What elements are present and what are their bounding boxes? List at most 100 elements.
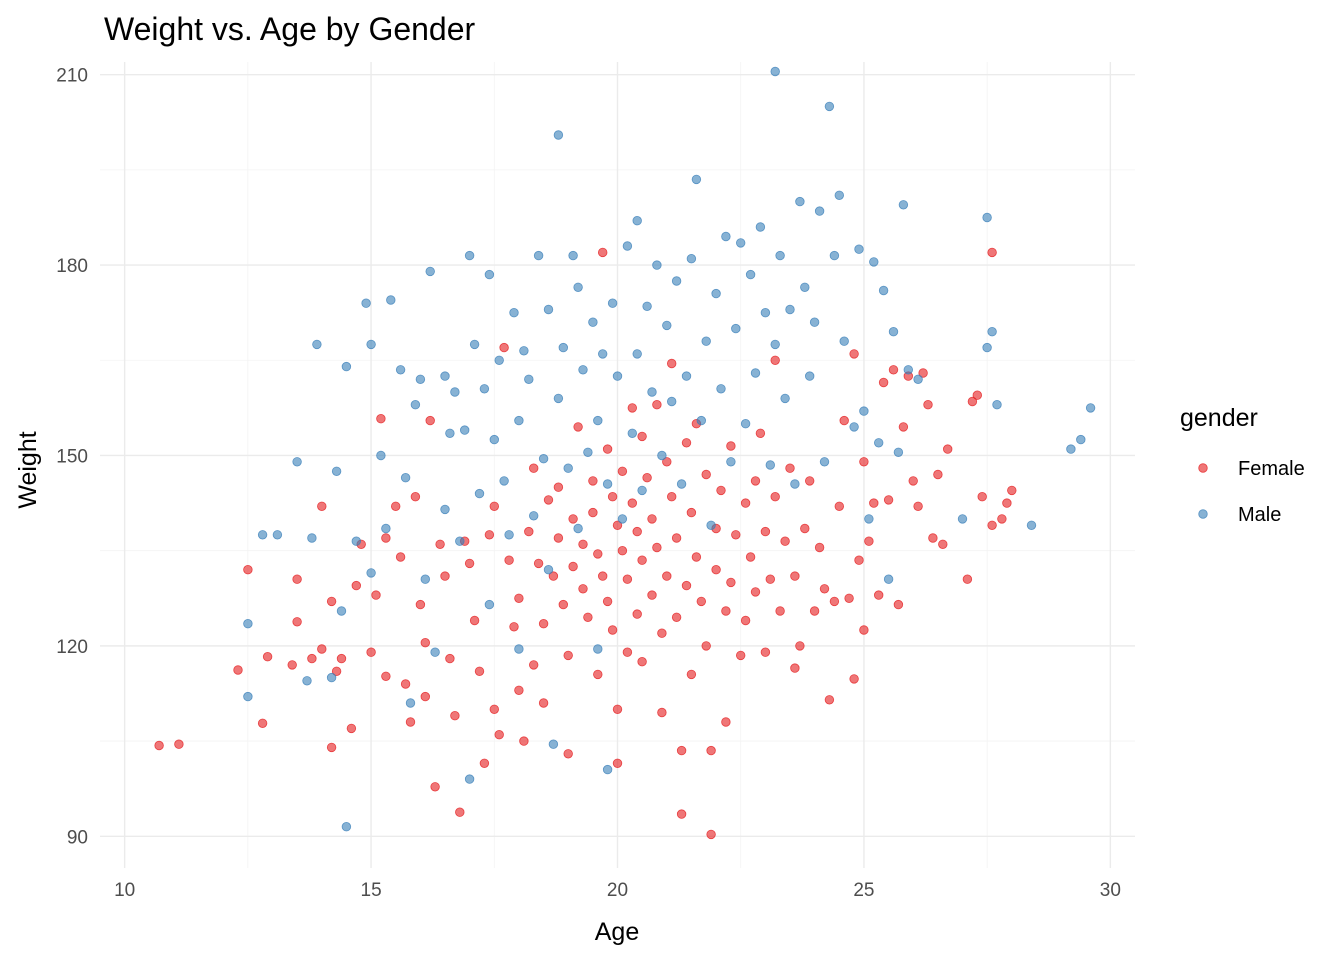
data-point	[657, 707, 667, 718]
data-point	[883, 574, 894, 584]
data-point	[420, 638, 431, 648]
data-point	[1002, 498, 1012, 508]
data-point	[686, 507, 697, 518]
chart-title: Weight vs. Age by Gender	[104, 11, 476, 47]
data-point	[400, 473, 411, 483]
data-point	[464, 250, 475, 261]
data-point	[514, 644, 524, 654]
data-point	[750, 476, 761, 486]
data-point	[376, 450, 386, 461]
data-point	[839, 336, 849, 346]
legend-key-male	[1198, 509, 1208, 519]
data-point	[479, 758, 490, 769]
data-point	[573, 422, 583, 432]
data-point	[1007, 485, 1017, 496]
data-point	[657, 628, 667, 638]
data-point	[795, 196, 805, 207]
data-point	[972, 390, 983, 400]
x-tick-label: 15	[361, 880, 382, 901]
data-point	[740, 419, 751, 429]
data-point	[524, 526, 534, 537]
data-point	[612, 704, 623, 715]
data-point	[770, 492, 780, 502]
data-point	[479, 384, 490, 394]
data-point	[371, 590, 381, 600]
data-point	[420, 691, 431, 702]
data-point	[987, 520, 997, 531]
data-point	[809, 317, 820, 327]
data-point	[484, 599, 495, 610]
data-point	[307, 653, 317, 664]
data-point	[504, 555, 514, 565]
data-point	[415, 374, 426, 385]
data-point	[893, 599, 904, 610]
data-point	[859, 406, 869, 416]
data-point	[257, 530, 268, 540]
data-point	[243, 619, 253, 629]
data-point	[361, 298, 371, 308]
data-point	[667, 358, 677, 369]
data-point	[558, 342, 569, 353]
data-point	[243, 691, 253, 702]
data-point	[484, 530, 495, 540]
data-point	[257, 718, 268, 729]
data-point	[612, 371, 623, 381]
data-point	[174, 739, 184, 749]
data-point	[681, 438, 692, 448]
data-point	[568, 514, 578, 524]
data-point	[617, 466, 628, 477]
data-point	[381, 533, 391, 543]
data-point	[455, 536, 465, 546]
data-point	[864, 514, 874, 524]
data-point	[824, 695, 835, 705]
data-point	[607, 298, 618, 308]
data-point	[440, 371, 450, 381]
x-axis-title: Age	[595, 918, 639, 946]
data-point	[499, 342, 509, 353]
data-point	[760, 308, 771, 318]
data-point	[726, 577, 736, 588]
data-point	[632, 526, 642, 537]
data-point	[726, 457, 736, 467]
data-points	[154, 66, 1096, 840]
data-point	[622, 574, 633, 584]
data-point	[681, 580, 692, 591]
data-point	[622, 241, 633, 251]
data-point	[538, 454, 549, 464]
data-point	[588, 507, 598, 518]
data-point	[450, 387, 460, 397]
data-point	[800, 282, 810, 293]
data-point	[903, 365, 914, 375]
data-point	[543, 565, 554, 575]
data-point	[805, 476, 815, 486]
data-point	[514, 593, 524, 604]
data-point	[770, 66, 780, 77]
data-point	[563, 463, 573, 473]
data-point	[898, 422, 909, 432]
data-point	[874, 590, 884, 600]
data-point	[913, 501, 923, 512]
data-point	[391, 501, 401, 512]
data-point	[410, 492, 421, 502]
data-point	[533, 558, 544, 569]
major-grid	[100, 62, 1135, 868]
data-point	[706, 745, 716, 756]
data-point	[445, 653, 455, 664]
data-point	[489, 434, 500, 445]
data-point	[785, 304, 795, 315]
data-point	[859, 457, 869, 467]
data-point	[593, 669, 603, 680]
data-point	[780, 393, 790, 404]
data-point	[805, 371, 815, 381]
data-point	[617, 546, 628, 556]
data-point	[671, 276, 682, 286]
data-point	[440, 571, 450, 581]
data-point	[647, 387, 657, 397]
data-point	[533, 250, 544, 261]
data-point	[637, 555, 647, 565]
data-point	[376, 414, 386, 424]
data-point	[745, 552, 756, 562]
data-point	[686, 254, 697, 264]
data-point	[637, 657, 647, 667]
